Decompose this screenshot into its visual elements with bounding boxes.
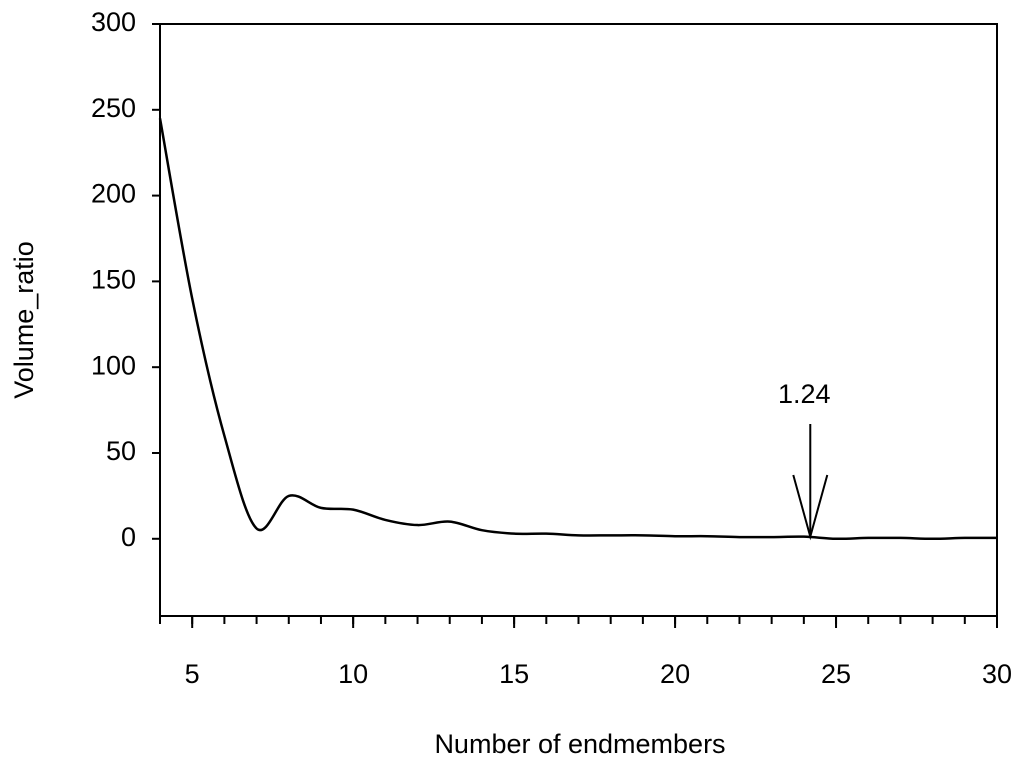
y-tick-label: 100 <box>91 350 136 380</box>
y-tick-label: 300 <box>91 7 136 37</box>
x-tick-label: 30 <box>982 659 1012 689</box>
y-tick-label: 0 <box>121 522 136 552</box>
plot-frame <box>159 23 998 617</box>
y-tick-label: 50 <box>106 436 136 466</box>
x-tick-label: 25 <box>821 659 851 689</box>
annotation-arrowhead <box>792 474 829 541</box>
annotation: 1.24 <box>778 379 831 409</box>
x-axis-title: Number of endmembers <box>434 729 725 759</box>
y-axis-title: Volume_ratio <box>9 241 39 399</box>
x-tick-label: 15 <box>499 659 529 689</box>
data-line <box>158 118 998 541</box>
y-tick-label: 250 <box>91 93 136 123</box>
y-tick-label: 200 <box>91 179 136 209</box>
x-tick-label: 5 <box>185 659 200 689</box>
x-tick-label: 10 <box>338 659 368 689</box>
y-tick-label: 150 <box>91 265 136 295</box>
x-tick-label: 20 <box>660 659 690 689</box>
